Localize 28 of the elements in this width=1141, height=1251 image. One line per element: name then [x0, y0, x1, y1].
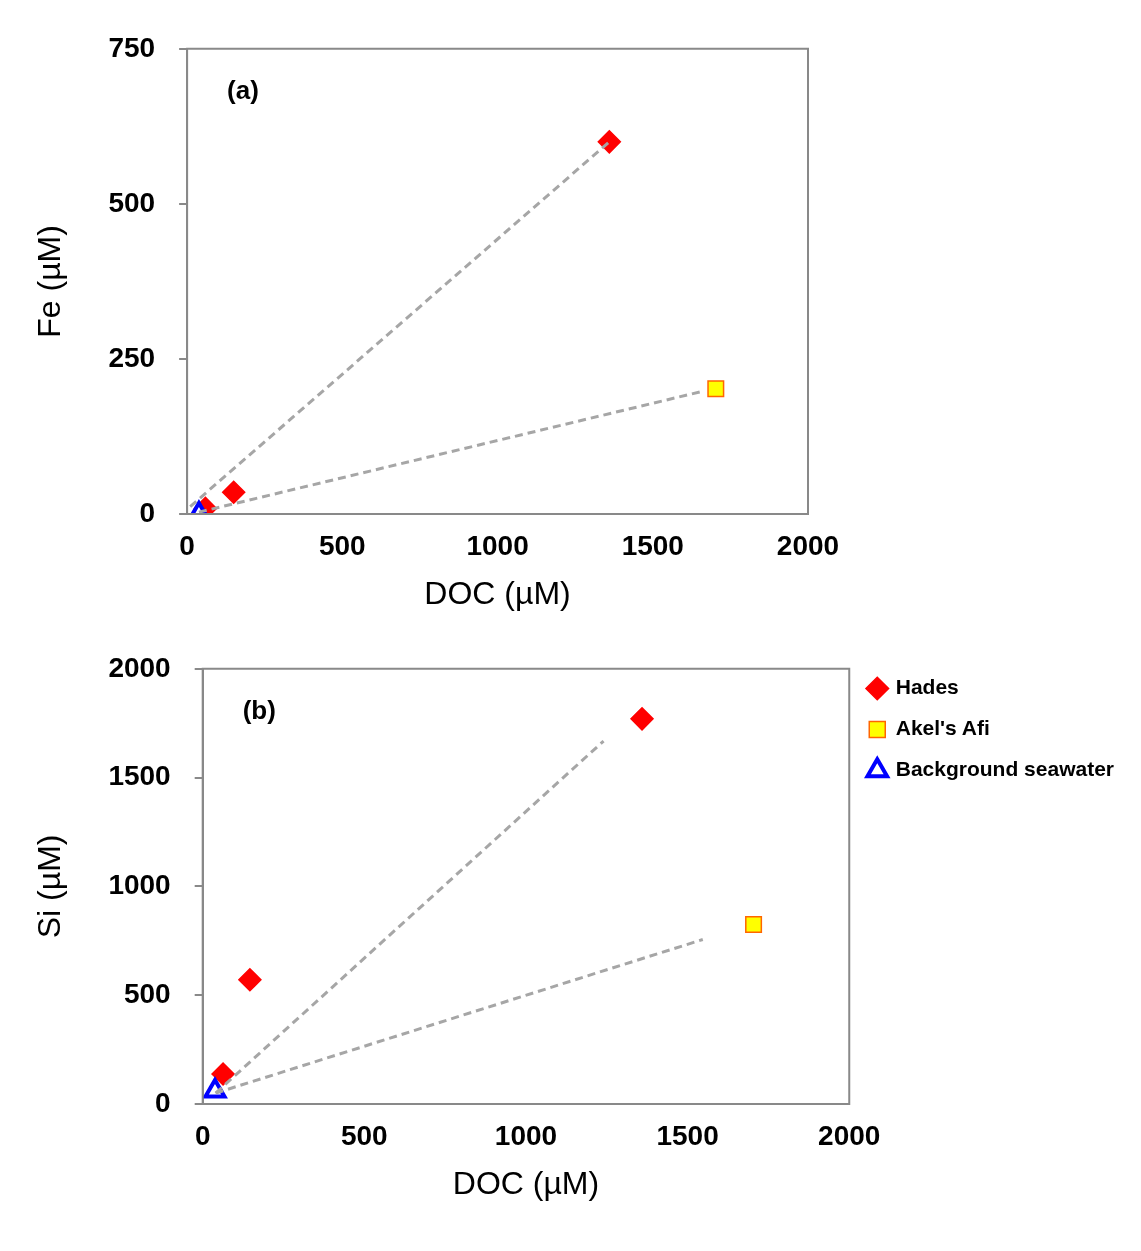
- y-tick-label: 1500: [108, 760, 171, 792]
- y-tick-label: 500: [108, 186, 156, 218]
- x-tick-label: 1500: [656, 1119, 719, 1151]
- y-tick-label: 250: [108, 341, 156, 373]
- x-tick-label: 0: [179, 529, 195, 561]
- x-tick-label: 1500: [621, 529, 684, 561]
- legend-label: Akel's Afi: [895, 716, 990, 740]
- y-axis-title: Si (µM): [31, 834, 68, 939]
- y-tick-label: 2000: [108, 651, 171, 683]
- y-tick-label: 0: [155, 1086, 171, 1118]
- x-tick-label: 0: [194, 1119, 211, 1151]
- x-axis-title: DOC (µM): [452, 1164, 600, 1201]
- y-tick-label: 0: [139, 496, 156, 528]
- x-tick-label: 1000: [466, 529, 529, 561]
- y-tick-label: 500: [123, 977, 171, 1009]
- x-tick-label: 500: [318, 529, 366, 561]
- x-tick-label: 2000: [776, 529, 840, 561]
- annotation: (a): [227, 74, 259, 105]
- annotation: (b): [242, 694, 276, 725]
- y-tick-label: 750: [108, 31, 156, 63]
- y-tick-label: 1000: [108, 869, 171, 901]
- legend-label: Background seawater: [895, 757, 1115, 781]
- legend-label: Hades: [895, 675, 959, 699]
- x-tick-label: 500: [340, 1119, 388, 1151]
- x-tick-label: 2000: [818, 1119, 881, 1151]
- y-axis-title: Fe (µM): [31, 225, 68, 338]
- x-axis-title: DOC (µM): [424, 574, 571, 611]
- x-tick-label: 1000: [494, 1119, 558, 1151]
